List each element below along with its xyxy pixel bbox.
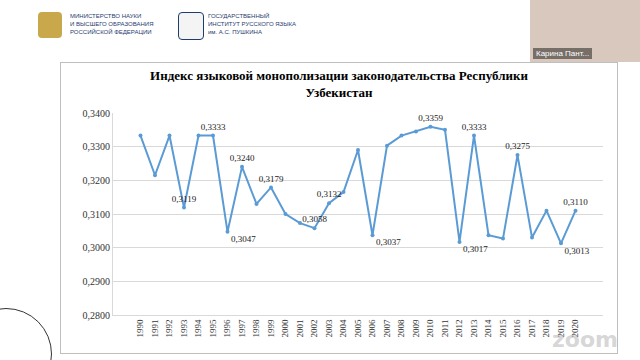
svg-text:2016: 2016 [512,319,522,338]
svg-text:2014: 2014 [483,319,493,338]
svg-text:0,3013: 0,3013 [565,246,590,256]
svg-text:2006: 2006 [367,319,377,338]
svg-text:2010: 2010 [425,319,435,338]
svg-text:0,3017: 0,3017 [463,244,488,254]
svg-text:1993: 1993 [179,319,189,338]
svg-text:1998: 1998 [251,319,261,338]
html-text:МИНИСТЕРСТВО НАУКИ: МИНИСТЕРСТВО НАУКИ [70,13,142,19]
svg-text:2004: 2004 [338,319,348,338]
svg-text:2007: 2007 [382,319,392,338]
svg-text:0,3110: 0,3110 [563,197,588,207]
html-text:ГОСУДАРСТВЕННЫЙ: ГОСУДАРСТВЕННЫЙ [208,13,270,19]
svg-text:0,3100: 0,3100 [83,209,111,220]
html-text:И ВЫСШЕГО ОБРАЗОВАНИЯ: И ВЫСШЕГО ОБРАЗОВАНИЯ [70,21,154,27]
svg-text:2015: 2015 [498,319,508,338]
svg-text:0,3333: 0,3333 [462,122,487,132]
svg-text:2009: 2009 [411,319,421,338]
svg-text:0,3132: 0,3132 [317,189,342,199]
svg-text:1992: 1992 [164,320,174,338]
html-text:Карина Пант...: Карина Пант... [536,49,590,58]
svg-text:0,3359: 0,3359 [418,113,443,123]
svg-text:0,3300: 0,3300 [83,141,111,152]
svg-text:1997: 1997 [237,319,247,338]
svg-text:2003: 2003 [324,319,334,338]
svg-text:0,3179: 0,3179 [259,174,284,184]
svg-text:0,3119: 0,3119 [172,194,197,204]
svg-text:2018: 2018 [541,319,551,338]
html-text:им. А.С. ПУШКИНА: им. А.С. ПУШКИНА [208,29,262,35]
svg-text:0,3240: 0,3240 [230,153,255,163]
svg-text:0,2900: 0,2900 [83,276,111,287]
svg-text:1999: 1999 [266,319,276,338]
svg-text:1995: 1995 [208,319,218,338]
svg-text:Индекс языковой монополизации: Индекс языковой монополизации законодате… [150,68,528,100]
svg-text:0,3333: 0,3333 [201,122,226,132]
svg-text:2017: 2017 [527,319,537,338]
svg-text:0,2800: 0,2800 [83,310,111,321]
svg-text:2008: 2008 [396,319,406,338]
svg-text:0,3000: 0,3000 [83,242,111,253]
html-text:ИНСТИТУТ РУССКОГО ЯЗЫКА: ИНСТИТУТ РУССКОГО ЯЗЫКА [208,21,296,27]
svg-text:2002: 2002 [309,320,319,338]
svg-text:2011: 2011 [440,320,450,338]
svg-text:0,3047: 0,3047 [231,234,256,244]
svg-text:0,3058: 0,3058 [302,214,327,224]
svg-text:2005: 2005 [353,319,363,338]
svg-text:0,3037: 0,3037 [376,237,401,247]
svg-text:1996: 1996 [222,319,232,338]
svg-text:2013: 2013 [469,319,479,338]
svg-text:2001: 2001 [295,320,305,338]
svg-text:1994: 1994 [193,319,203,338]
html-text:zoom: zoom [552,327,618,352]
svg-text:0,3200: 0,3200 [83,175,111,186]
svg-text:2012: 2012 [454,320,464,338]
svg-text:0,3400: 0,3400 [83,108,111,119]
html-text:РОССИЙСКОЙ ФЕДЕРАЦИИ: РОССИЙСКОЙ ФЕДЕРАЦИИ [70,29,152,35]
svg-text:1990: 1990 [135,319,145,338]
svg-text:2000: 2000 [280,319,290,338]
svg-text:1991: 1991 [150,320,160,338]
svg-text:0,3275: 0,3275 [505,141,530,151]
